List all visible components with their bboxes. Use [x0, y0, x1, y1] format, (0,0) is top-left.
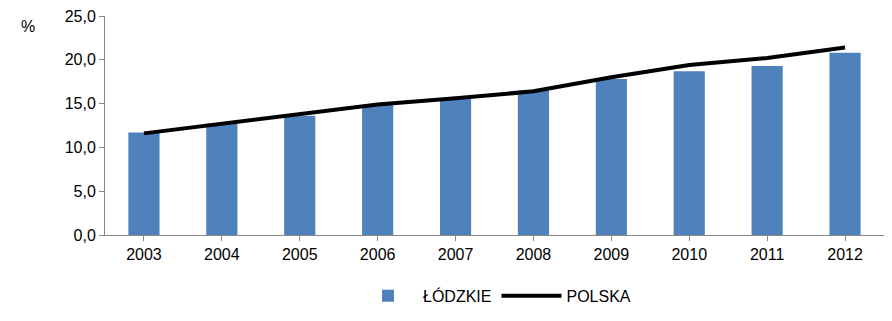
svg-text:2009: 2009: [594, 246, 630, 263]
svg-text:2005: 2005: [282, 246, 318, 263]
svg-text:2004: 2004: [204, 246, 240, 263]
svg-text:2008: 2008: [516, 246, 552, 263]
svg-text:ŁÓDZKIE: ŁÓDZKIE: [423, 287, 491, 305]
svg-text:POLSKA: POLSKA: [566, 288, 630, 305]
svg-text:2007: 2007: [438, 246, 474, 263]
svg-text:2011: 2011: [750, 246, 785, 263]
svg-text:2012: 2012: [827, 246, 863, 263]
svg-text:20,0: 20,0: [65, 51, 96, 68]
svg-text:2003: 2003: [126, 246, 162, 263]
svg-text:2006: 2006: [360, 246, 396, 263]
svg-text:5,0: 5,0: [74, 183, 96, 200]
svg-text:2010: 2010: [671, 246, 707, 263]
svg-text:15,0: 15,0: [65, 95, 96, 112]
svg-text:10,0: 10,0: [65, 139, 96, 156]
svg-text:%: %: [21, 18, 35, 35]
svg-text:0,0: 0,0: [74, 227, 96, 244]
svg-text:25,0: 25,0: [65, 8, 96, 25]
